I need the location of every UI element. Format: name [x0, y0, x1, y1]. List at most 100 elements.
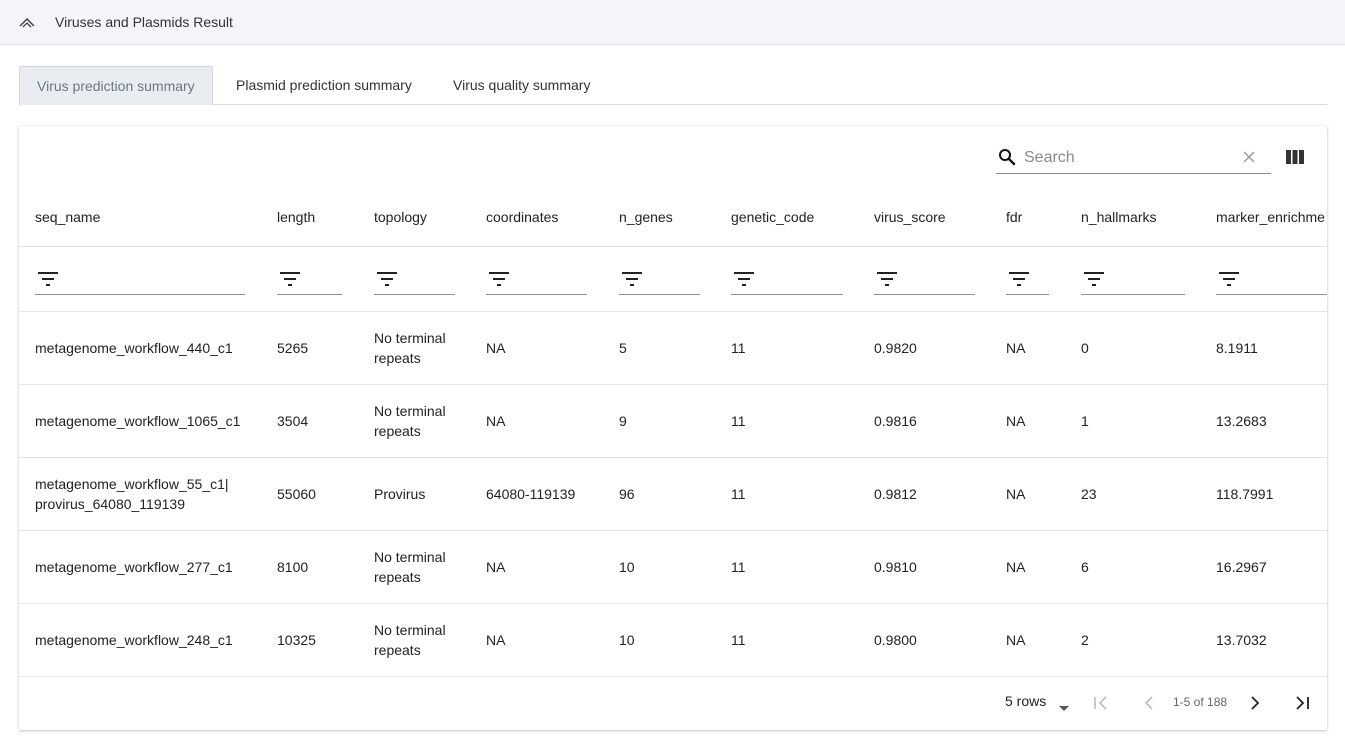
cell-marker-enrichment: 8.1911 — [1216, 340, 1258, 356]
filter-icon — [377, 272, 397, 286]
cell-topology: No terminal repeats — [374, 403, 446, 439]
filter-marker-enrichment[interactable] — [1216, 268, 1327, 295]
results-table-card: seq_name length topology coordinates n_g… — [19, 126, 1327, 730]
column-header-fdr[interactable]: fdr — [1006, 209, 1023, 225]
cell-topology: No terminal repeats — [374, 622, 446, 658]
table-row[interactable]: metagenome_workflow_440_c1 5265 No termi… — [19, 312, 1327, 385]
cell-fdr: NA — [1006, 486, 1026, 502]
chevron-up-icon[interactable] — [18, 14, 38, 32]
cell-n-hallmarks: 1 — [1081, 413, 1089, 429]
cell-fdr: NA — [1006, 559, 1026, 575]
cell-n-genes: 9 — [619, 413, 627, 429]
cell-fdr: NA — [1006, 340, 1026, 356]
filter-icon — [734, 272, 754, 286]
cell-coordinates: NA — [486, 340, 506, 356]
cell-virus-score: 0.9800 — [874, 632, 917, 648]
filter-seq-name[interactable] — [35, 268, 245, 295]
cell-topology: No terminal repeats — [374, 549, 446, 585]
filter-icon — [280, 272, 300, 286]
column-header-topology[interactable]: topology — [374, 209, 427, 225]
filter-icon — [877, 272, 897, 286]
cell-topology: Provirus — [374, 486, 426, 502]
chevron-down-icon — [1058, 700, 1070, 716]
cell-coordinates: NA — [486, 632, 506, 648]
panel-header: Viruses and Plasmids Result — [0, 0, 1345, 45]
pagination-bar: 5 rows 1-5 of 188 — [19, 677, 1327, 730]
divider — [19, 246, 1327, 247]
cell-seq-name: metagenome_workflow_55_c1| provirus_6408… — [35, 476, 229, 512]
cell-coordinates: 64080-119139 — [486, 486, 576, 502]
table-row[interactable]: metagenome_workflow_1065_c1 3504 No term… — [19, 385, 1327, 458]
filter-icon — [1219, 272, 1239, 286]
cell-n-genes: 96 — [619, 486, 635, 502]
first-page-icon[interactable] — [1092, 694, 1110, 712]
tab-bar: Virus prediction summary Plasmid predict… — [19, 66, 1327, 105]
filter-genetic-code[interactable] — [731, 268, 843, 295]
filter-topology[interactable] — [374, 268, 455, 295]
column-header-coordinates[interactable]: coordinates — [486, 209, 559, 225]
cell-n-hallmarks: 0 — [1081, 340, 1089, 356]
cell-length: 55060 — [277, 486, 316, 502]
column-header-n-hallmarks[interactable]: n_hallmarks — [1081, 209, 1157, 225]
cell-length: 10325 — [277, 632, 316, 648]
column-header-seq-name[interactable]: seq_name — [35, 209, 101, 225]
cell-genetic-code: 11 — [731, 486, 746, 502]
cell-n-hallmarks: 2 — [1081, 632, 1089, 648]
cell-virus-score: 0.9820 — [874, 340, 917, 356]
column-header-genetic-code[interactable]: genetic_code — [731, 209, 815, 225]
filter-length[interactable] — [277, 268, 342, 295]
cell-length: 8100 — [277, 559, 309, 575]
cell-virus-score: 0.9816 — [874, 413, 917, 429]
cell-genetic-code: 11 — [731, 340, 746, 356]
filter-coordinates[interactable] — [486, 268, 587, 295]
tab-virus-prediction-summary[interactable]: Virus prediction summary — [19, 66, 213, 105]
column-header-length[interactable]: length — [277, 209, 316, 225]
column-header-n-genes[interactable]: n_genes — [619, 209, 673, 225]
search-box — [996, 144, 1271, 174]
cell-n-hallmarks: 6 — [1081, 559, 1089, 575]
tab-plasmid-prediction-summary[interactable]: Plasmid prediction summary — [236, 77, 412, 93]
column-header-marker-enrichment[interactable]: marker_enrichme — [1216, 209, 1325, 225]
cell-genetic-code: 11 — [731, 413, 746, 429]
cell-length: 3504 — [277, 413, 309, 429]
cell-coordinates: NA — [486, 559, 506, 575]
cell-coordinates: NA — [486, 413, 506, 429]
filter-icon — [38, 272, 58, 286]
cell-n-genes: 10 — [619, 632, 635, 648]
table-row[interactable]: metagenome_workflow_248_c1 10325 No term… — [19, 604, 1327, 677]
cell-seq-name: metagenome_workflow_248_c1 — [35, 632, 233, 648]
view-column-icon[interactable] — [1286, 150, 1304, 164]
cell-seq-name: metagenome_workflow_1065_c1 — [35, 413, 241, 429]
divider — [19, 311, 1327, 312]
cell-length: 5265 — [277, 340, 309, 356]
cell-genetic-code: 11 — [731, 632, 746, 648]
tab-virus-quality-summary[interactable]: Virus quality summary — [453, 77, 591, 93]
cell-n-hallmarks: 23 — [1081, 486, 1097, 502]
cell-n-genes: 10 — [619, 559, 635, 575]
table-row[interactable]: metagenome_workflow_277_c1 8100 No termi… — [19, 531, 1327, 604]
cell-seq-name: metagenome_workflow_277_c1 — [35, 559, 233, 575]
close-icon[interactable] — [1242, 150, 1256, 164]
filter-icon — [489, 272, 509, 286]
cell-marker-enrichment: 13.2683 — [1216, 413, 1267, 429]
search-input[interactable] — [1024, 146, 1234, 170]
filter-icon — [1009, 272, 1029, 286]
filter-n-hallmarks[interactable] — [1081, 268, 1185, 295]
rows-per-page-select[interactable]: 5 rows — [1005, 693, 1069, 711]
chevron-left-icon[interactable] — [1140, 694, 1158, 712]
filter-virus-score[interactable] — [874, 268, 975, 295]
chevron-right-icon[interactable] — [1246, 694, 1264, 712]
cell-genetic-code: 11 — [731, 559, 746, 575]
cell-marker-enrichment: 13.7032 — [1216, 632, 1267, 648]
table-row[interactable]: metagenome_workflow_55_c1| provirus_6408… — [19, 458, 1327, 531]
last-page-icon[interactable] — [1293, 694, 1311, 712]
cell-marker-enrichment: 118.7991 — [1216, 486, 1274, 502]
filter-n-genes[interactable] — [619, 268, 700, 295]
rows-per-page-label: 5 rows — [1005, 693, 1047, 709]
column-header-virus-score[interactable]: virus_score — [874, 209, 946, 225]
cell-seq-name: metagenome_workflow_440_c1 — [35, 340, 233, 356]
cell-n-genes: 5 — [619, 340, 627, 356]
filter-fdr[interactable] — [1006, 268, 1049, 295]
cell-fdr: NA — [1006, 413, 1026, 429]
filter-icon — [622, 272, 642, 286]
